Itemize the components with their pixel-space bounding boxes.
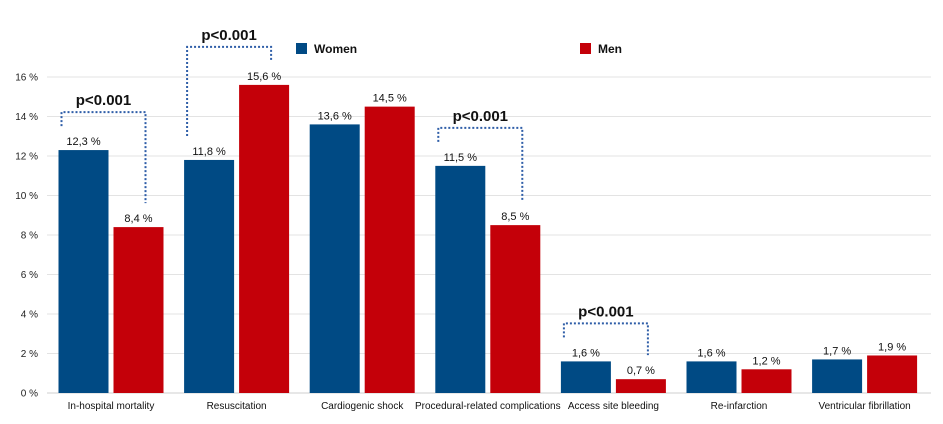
bar-women <box>309 124 360 394</box>
bar-women <box>812 359 863 393</box>
data-label: 1,9 % <box>878 341 906 353</box>
bar-men <box>364 106 415 393</box>
legend: Women Men <box>296 42 622 56</box>
p-value-annotation: p<0.001 <box>453 108 508 125</box>
y-tick-label: 16 % <box>15 73 38 84</box>
data-label: 1,7 % <box>823 345 851 357</box>
category-labels: In-hospital mortality Resuscitation Cardio… <box>68 401 911 412</box>
bar-men <box>741 369 792 393</box>
bar-women <box>58 150 109 393</box>
value-labels: 12,3 % 8,4 % 11,8 % 15,6 % 13,6 % 14,5 % 11,5 … <box>66 71 906 377</box>
p-value-annotation: p<0.001 <box>76 92 131 109</box>
data-label: 8,5 % <box>501 211 529 223</box>
category-label: In-hospital mortality <box>68 401 155 412</box>
data-label: 1,6 % <box>572 347 600 359</box>
category-label: Re-infarction <box>711 401 768 412</box>
bar-women <box>184 159 235 393</box>
significance-bracket <box>437 126 524 202</box>
significance-bracket <box>60 111 147 204</box>
category-label: Cardiogenic shock <box>321 401 404 412</box>
bar-men <box>113 227 164 393</box>
legend-label-women: Women <box>314 42 357 56</box>
bar-men <box>490 225 541 393</box>
data-label: 15,6 % <box>247 71 281 83</box>
y-tick-label: 12 % <box>15 152 38 163</box>
y-tick-label: 4 % <box>21 310 38 321</box>
bar-men <box>867 355 918 393</box>
data-label: 14,5 % <box>373 93 407 105</box>
data-label: 11,5 % <box>444 152 478 164</box>
data-label: 0,7 % <box>627 365 655 377</box>
y-tick-label: 0 % <box>21 389 38 400</box>
y-tick-label: 14 % <box>15 112 38 123</box>
y-axis-ticks: 0 % 2 % 4 % 6 % 8 % 10 % 12 % 14 % 16 % <box>15 73 38 400</box>
legend-swatch-men <box>580 43 591 54</box>
significance-bracket <box>562 322 649 356</box>
y-tick-label: 10 % <box>15 191 38 202</box>
legend-label-men: Men <box>598 42 622 56</box>
data-label: 13,6 % <box>318 110 352 122</box>
bars <box>58 84 918 394</box>
significance-annotations: p<0.001 p<0.001 p<0.001 p<0.001 <box>60 27 649 356</box>
data-label: 1,2 % <box>752 355 780 367</box>
y-tick-label: 2 % <box>21 349 38 360</box>
y-tick-label: 6 % <box>21 270 38 281</box>
bar-women <box>435 165 486 393</box>
category-label: Procedural-related complications <box>415 401 561 412</box>
p-value-annotation: p<0.001 <box>578 303 633 320</box>
data-label: 11,8 % <box>192 146 226 158</box>
legend-swatch-women <box>296 43 307 54</box>
bar-women <box>686 361 737 393</box>
category-label: Resuscitation <box>207 401 267 412</box>
p-value-annotation: p<0.001 <box>201 27 256 44</box>
category-label: Access site bleeding <box>568 401 659 412</box>
data-label: 1,6 % <box>697 347 725 359</box>
y-tick-label: 8 % <box>21 231 38 242</box>
data-label: 8,4 % <box>124 213 152 225</box>
bar-men <box>239 84 290 394</box>
data-label: 12,3 % <box>66 136 100 148</box>
significance-bracket <box>186 45 273 136</box>
bar-men <box>615 379 666 393</box>
bar-women <box>560 361 611 393</box>
category-label: Ventricular fibrillation <box>818 401 910 412</box>
